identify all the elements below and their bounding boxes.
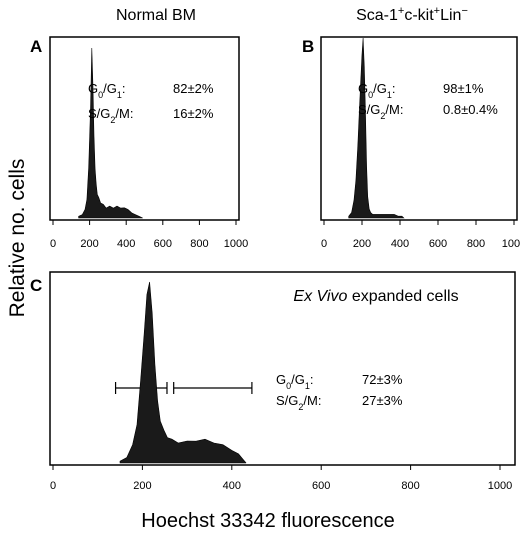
panel-a-x-tick-label: 600 [154, 238, 172, 250]
panel-a-histogram-area [78, 47, 143, 219]
panel-c-histogram [119, 281, 247, 464]
panel-c-x-tick-label: 0 [50, 480, 56, 492]
panel-c-x-tick-label: 800 [401, 480, 419, 492]
panel-b-stat-value: 0.8±0.4% [443, 102, 498, 117]
panel-b-histogram [348, 37, 405, 219]
panel-c-x-tick-label: 200 [133, 480, 151, 492]
panel-b-x-tick-label: 400 [391, 238, 409, 250]
panel-c-x-tick-label: 600 [312, 480, 330, 492]
panel-a-x-tick-label: 800 [190, 238, 208, 250]
panel-b: Sca-1+c-kit+Lin− B 0 200 400 600 800 1000 G0/… [302, 5, 520, 250]
panel-a-x-ticks: 0 200 400 600 800 1000 [50, 220, 248, 250]
panel-a-stat-value: 82±2% [173, 81, 214, 96]
shared-x-axis-label: Hoechst 33342 fluorescence [141, 510, 395, 532]
panel-c: Ex Vivo expanded cells C 0 200 400 600 800 10… [30, 271, 516, 492]
panel-a-x-tick-label: 0 [50, 238, 56, 250]
panel-c-stat-value: 27±3% [362, 393, 403, 408]
panel-a-letter: A [30, 37, 42, 56]
panel-c-plot-frame [49, 271, 516, 466]
panel-c-histogram-area [119, 281, 247, 464]
panel-b-title: Sca-1+c-kit+Lin− [356, 5, 468, 24]
panel-b-stat-label: S/G2/M: [358, 102, 403, 121]
panel-b-stats: G0/G1: 98±1% S/G2/M: 0.8±0.4% [358, 81, 498, 121]
panel-b-stat-label: G0/G1: [358, 81, 396, 100]
panel-c-stat-value: 72±3% [362, 372, 403, 387]
panel-b-plot-frame [320, 36, 518, 221]
panel-a-stat-label: S/G2/M: [88, 106, 133, 125]
panel-b-letter: B [302, 37, 314, 56]
panel-b-histogram-area [348, 37, 405, 219]
panel-c-stat-label: S/G2/M: [276, 393, 321, 412]
panel-c-title: Ex Vivo expanded cells [293, 288, 458, 305]
panel-c-gates [114, 382, 253, 394]
panel-c-x-ticks: 0 200 400 600 800 1000 [50, 465, 512, 492]
panel-a-histogram [78, 47, 143, 219]
panel-a: Normal BM A 0 200 400 600 800 1000 G0/G1: 82±2… [30, 7, 248, 250]
panel-a-stat-label: G0/G1: [88, 81, 126, 100]
panel-a-title: Normal BM [116, 7, 196, 24]
panel-a-stat-value: 16±2% [173, 106, 214, 121]
panel-b-stat-value: 98±1% [443, 81, 484, 96]
panel-b-x-tick-label: 200 [353, 238, 371, 250]
panel-a-x-tick-label: 200 [80, 238, 98, 250]
panel-b-x-tick-label: 800 [467, 238, 485, 250]
panel-a-stats: G0/G1: 82±2% S/G2/M: 16±2% [88, 81, 214, 125]
panel-c-x-tick-label: 1000 [488, 480, 512, 492]
shared-y-axis-label: Relative no. cells [6, 159, 29, 318]
panel-c-stats: G0/G1: 72±3% S/G2/M: 27±3% [276, 372, 403, 412]
panel-a-x-tick-label: 400 [117, 238, 135, 250]
panel-c-letter: C [30, 276, 42, 295]
panel-c-x-tick-label: 400 [223, 480, 241, 492]
panel-a-x-tick-label: 1000 [224, 238, 248, 250]
panel-c-stat-label: G0/G1: [276, 372, 314, 391]
panel-a-plot-frame [49, 36, 240, 221]
panel-b-x-ticks: 0 200 400 600 800 1000 [321, 220, 520, 250]
panel-b-x-tick-label: 600 [429, 238, 447, 250]
panel-b-x-tick-label: 1000 [502, 238, 520, 250]
panel-b-x-tick-label: 0 [321, 238, 327, 250]
